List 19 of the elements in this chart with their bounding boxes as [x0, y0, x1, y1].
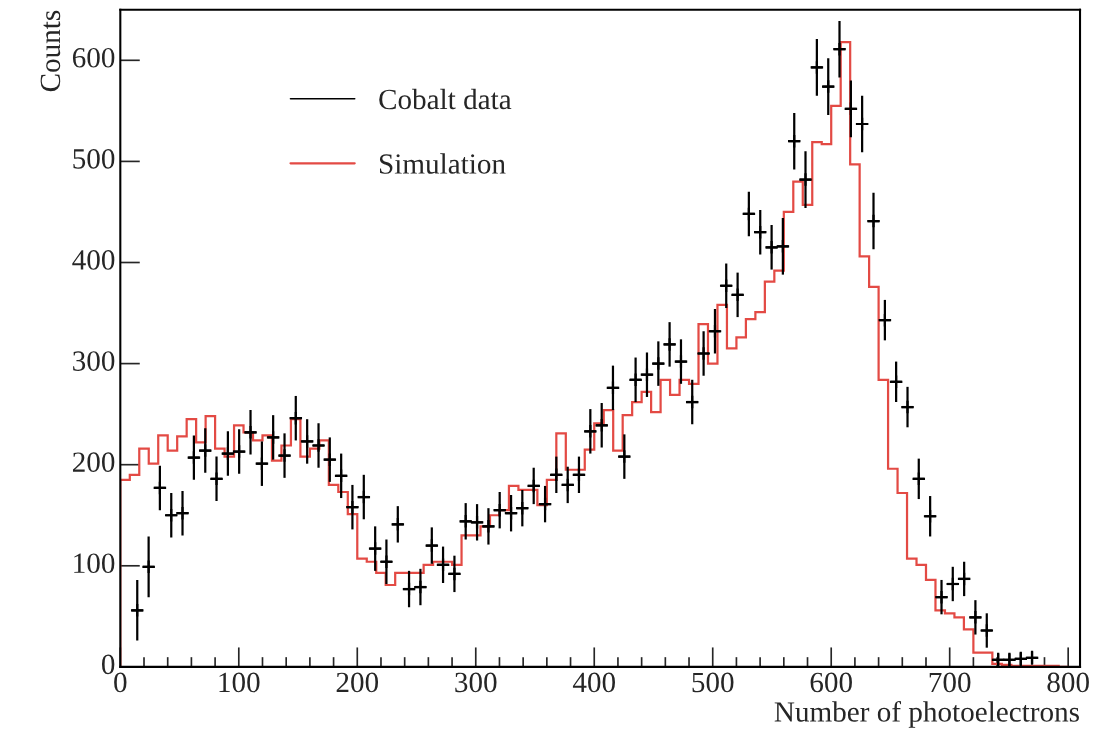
y-tick-label: 400 [72, 250, 115, 270]
x-tick-label: 100 [219, 672, 260, 693]
x-tick-label: 400 [572, 672, 616, 693]
legend-label: Simulation [379, 153, 506, 174]
y-tick-label: 600 [72, 47, 115, 68]
x-tick-label: 200 [336, 672, 379, 693]
y-tick-label: 500 [73, 149, 115, 169]
y-tick-label: 200 [72, 452, 115, 472]
x-tick-label: 500 [692, 672, 734, 693]
x-tick-label: 600 [810, 672, 852, 693]
x-tick-label: 300 [455, 672, 497, 693]
x-tick-label: 700 [929, 672, 971, 693]
y-tick-label: 0 [101, 654, 115, 675]
x-axis-title: Number of photoelectrons [774, 700, 1079, 728]
y-tick-label: 300 [73, 351, 115, 371]
legend-label: Cobalt data [379, 88, 512, 110]
y-tick-label: 100 [74, 553, 115, 574]
x-tick-label: 800 [1047, 672, 1089, 693]
y-axis-title: Counts [40, 10, 61, 92]
